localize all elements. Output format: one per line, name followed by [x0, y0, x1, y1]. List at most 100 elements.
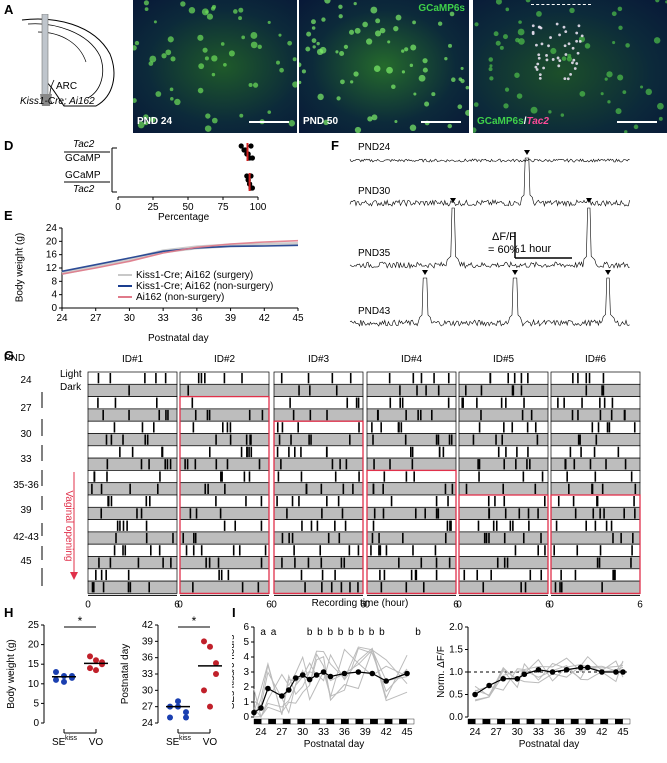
i-sig-letter: b — [358, 627, 364, 638]
g-vo-box — [179, 395, 270, 595]
d-point — [249, 185, 255, 191]
cell-soma — [401, 70, 406, 74]
g-dark-label: Dark — [60, 382, 82, 393]
g-row — [366, 494, 457, 508]
g-id-label: ID#4 — [401, 354, 423, 365]
i-sig-letter: b — [317, 627, 323, 638]
tac2-cell — [545, 58, 549, 62]
i-mean-point — [486, 682, 492, 689]
i-xtick-label: 39 — [360, 727, 372, 738]
cell-soma — [395, 14, 402, 21]
i-ytick-label: 2.0 — [449, 622, 463, 633]
cell-soma — [530, 106, 538, 114]
g-vo-box — [366, 469, 457, 595]
cell-soma — [465, 109, 469, 116]
cell-soma — [633, 124, 639, 130]
cell-soma — [202, 47, 208, 53]
e-xtick-label: 45 — [292, 313, 304, 324]
i-ld-bar — [326, 718, 335, 725]
tac2-cell — [558, 33, 561, 37]
tac2-cell — [557, 64, 561, 68]
e-xlabel: Postnatal day — [148, 333, 209, 344]
cell-soma — [210, 6, 216, 11]
cell-soma — [516, 93, 523, 99]
i-ytick-label: 5 — [243, 637, 249, 648]
f-peak-marker — [450, 198, 456, 203]
cell-soma — [174, 98, 181, 106]
i-sig-letter: b — [415, 627, 421, 638]
i-mean-line — [253, 671, 408, 714]
tac2-cell — [545, 54, 548, 57]
e-xtick-label: 27 — [90, 313, 102, 324]
h-group1-label: SE — [52, 737, 66, 748]
g-row — [458, 408, 549, 422]
h-se-point — [183, 709, 189, 716]
cell-soma — [279, 67, 284, 73]
tac2-cell — [567, 42, 571, 46]
g-row — [179, 494, 270, 508]
g-row — [458, 580, 549, 594]
f-peak-marker — [422, 270, 428, 275]
cell-soma — [611, 11, 617, 17]
g-row — [550, 543, 641, 557]
panel-label-h: H — [4, 605, 14, 620]
g-row — [458, 531, 549, 545]
e-ylabel: Body weight (g) — [14, 232, 26, 303]
i-mean-point — [369, 670, 376, 677]
cell-soma — [566, 56, 573, 62]
cell-soma — [321, 17, 326, 22]
cell-soma — [169, 87, 174, 92]
e-ytick-label: 0 — [51, 303, 57, 314]
g-row — [273, 531, 364, 545]
h-vo-point — [87, 665, 93, 672]
i-mean-point — [251, 709, 257, 716]
d-tick-label: 50 — [182, 202, 194, 213]
g-id-label: ID#2 — [214, 354, 236, 365]
cell-soma — [188, 7, 196, 14]
cell-soma — [197, 87, 204, 94]
i-ld-bar — [275, 718, 284, 725]
cell-soma — [206, 13, 214, 20]
h-ytick-label: 30 — [142, 685, 154, 696]
i-ld-bar — [377, 718, 386, 725]
cell-soma — [248, 82, 253, 88]
e-ytick-label: 8 — [51, 276, 57, 287]
inset-box — [531, 4, 591, 5]
cell-soma — [310, 19, 316, 25]
tac2-cell — [555, 22, 559, 26]
cell-soma — [134, 40, 140, 46]
cell-soma — [137, 121, 145, 129]
cell-soma — [493, 31, 499, 37]
i-left-ylabel: SEs kiss/6 hours — [232, 635, 237, 709]
h-ytick-label: 0 — [33, 718, 39, 729]
i-ytick-label: 1.5 — [449, 645, 463, 656]
cell-soma — [550, 47, 557, 55]
g-row — [273, 556, 364, 570]
f-trace — [349, 157, 630, 208]
i-ytick-label: 0.5 — [449, 690, 463, 701]
g-row — [458, 445, 549, 459]
i-xtick-label: 27 — [276, 727, 288, 738]
cell-soma — [292, 81, 297, 88]
g-xtick-label: 0 — [271, 599, 277, 610]
tac2-cell — [534, 65, 538, 69]
tac2-cell — [538, 73, 542, 76]
i-xtick-label: 27 — [491, 727, 503, 738]
i-sig-letter: b — [307, 627, 313, 638]
cell-soma — [517, 28, 525, 36]
g-row — [458, 556, 549, 570]
cell-soma — [488, 57, 494, 62]
g-xtick-label: 6 — [637, 599, 643, 610]
cell-soma — [143, 0, 149, 6]
h-ytick-label: 24 — [142, 718, 154, 729]
cell-soma — [250, 32, 258, 39]
cell-soma — [335, 50, 339, 54]
i-ld-bar — [268, 718, 277, 725]
g-row — [273, 383, 364, 397]
tac2-cell — [575, 31, 579, 35]
cell-soma — [201, 8, 209, 16]
i-xtick-label: 36 — [554, 727, 566, 738]
cell-soma — [288, 120, 296, 127]
g-xtick-label: 6 — [453, 599, 459, 610]
i-mean-point — [355, 669, 362, 675]
